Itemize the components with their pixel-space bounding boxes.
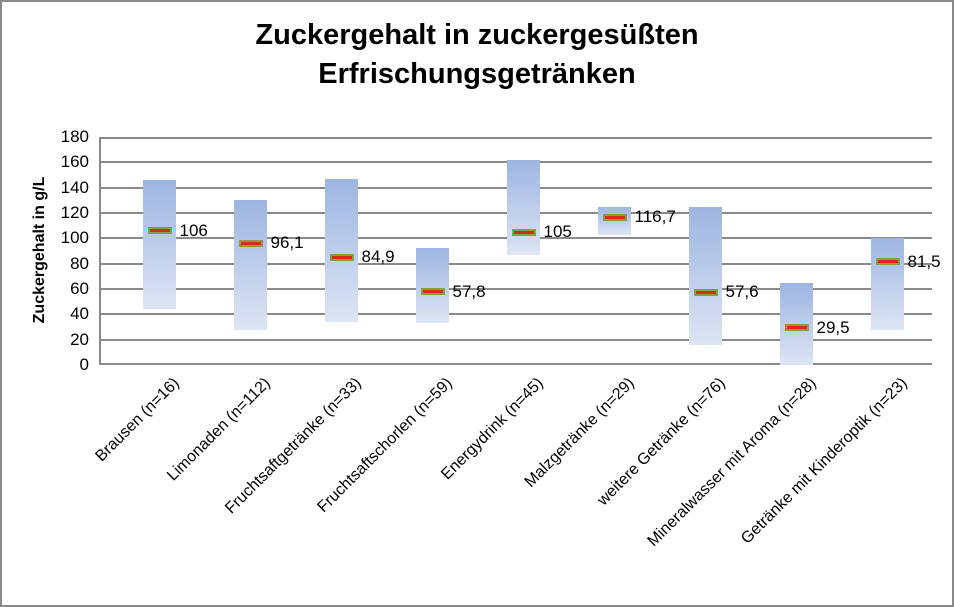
y-tick-label: 0 [79, 355, 89, 374]
range-bar [143, 180, 176, 310]
median-marker [784, 324, 809, 332]
value-label: 96,1 [270, 233, 304, 253]
y-tick-label: 20 [70, 329, 89, 349]
median-marker [875, 258, 900, 266]
value-label: 106 [179, 220, 208, 240]
category-label: Malzgetränke (n=29) [521, 374, 638, 491]
y-tick-label: 40 [70, 304, 89, 324]
median-marker [329, 253, 354, 261]
chart-title: Zuckergehalt in zuckergesüßten Erfrischu… [2, 16, 952, 94]
y-axis-title: Zuckergehalt in g/L [31, 176, 48, 324]
gridline [101, 313, 932, 316]
range-bar [325, 178, 358, 322]
category-label: Fruchtsaftgetränke (n=33) [221, 374, 365, 518]
y-tick-label: 100 [60, 228, 89, 248]
value-label: 84,9 [361, 247, 395, 267]
range-bar [689, 206, 722, 345]
value-label: 105 [543, 222, 572, 241]
range-bar [416, 248, 449, 324]
gridline [101, 363, 932, 365]
median-marker [420, 288, 445, 296]
median-marker [511, 228, 536, 236]
y-tick-label: 60 [70, 279, 89, 298]
value-label: 29,5 [816, 317, 850, 337]
value-label: 57,8 [452, 281, 486, 301]
category-label: Energydrink (n=45) [437, 374, 547, 484]
value-label: 57,6 [725, 282, 759, 302]
y-tick-label: 140 [60, 177, 89, 197]
range-bar [507, 159, 540, 255]
median-marker [693, 288, 718, 296]
y-tick-label: 80 [70, 253, 89, 273]
y-tick-label: 160 [60, 152, 89, 172]
category-label: Getränke mit Kinderoptik (n=23) [737, 374, 911, 548]
value-label: 116,7 [634, 207, 676, 227]
median-marker [238, 239, 263, 247]
range-bar [780, 282, 813, 365]
category-label: Mineralwasser mit Aroma (n=28) [644, 374, 820, 550]
category-label: weitere Getränke (n=76) [593, 374, 729, 510]
range-bar [234, 200, 267, 330]
range-bar [871, 238, 904, 330]
value-label: 81,5 [907, 251, 941, 271]
category-label: Fruchtsaftschorlen (n=59) [313, 374, 456, 516]
gridline [101, 262, 932, 265]
chart-title-text: Zuckergehalt in zuckergesüßten Erfrischu… [255, 19, 699, 90]
gridline [101, 137, 932, 139]
median-marker [147, 227, 172, 235]
category-label: Limonaden (n=112) [163, 374, 274, 485]
plot-area: 106 96,1 84,9 57,8 105 116,7 57,6 29,5 81,5 [99, 137, 941, 365]
gridline [101, 338, 932, 341]
y-tick-label: 180 [60, 127, 89, 146]
median-marker [602, 213, 627, 221]
gridline [101, 288, 932, 290]
y-tick-label: 120 [60, 203, 89, 222]
